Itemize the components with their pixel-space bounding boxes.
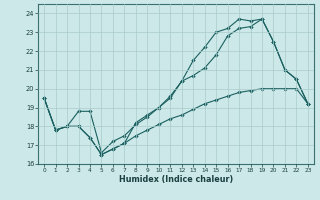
- X-axis label: Humidex (Indice chaleur): Humidex (Indice chaleur): [119, 175, 233, 184]
